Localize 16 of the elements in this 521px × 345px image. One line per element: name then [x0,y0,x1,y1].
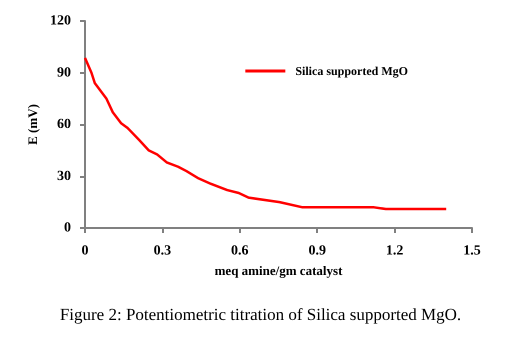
caption: Figure 2: Potentiometric titration of Silica supported MgO. [60,305,462,324]
x-tick-label: 0.3 [154,244,172,258]
y-tick-label: 90 [57,65,71,80]
x-tick-label: 1.5 [463,244,481,258]
y-axis-title: E (mV) [25,104,40,145]
y-tick-label: 60 [57,117,71,132]
y-tick-label: 30 [57,168,71,184]
x-axis-title: meq amine/gm catalyst [214,263,344,278]
line-series [84,56,448,210]
x-tick-label: 0.9 [308,244,326,258]
x-tick-label: 0 [82,244,88,258]
x-tick-label: 1.2 [386,244,404,258]
x-tick-label: 0.6 [231,244,249,258]
y-tick-label: 120 [50,14,71,28]
legend-label: Silica supported MgO [295,64,408,78]
y-tick-label: 0 [64,220,71,236]
